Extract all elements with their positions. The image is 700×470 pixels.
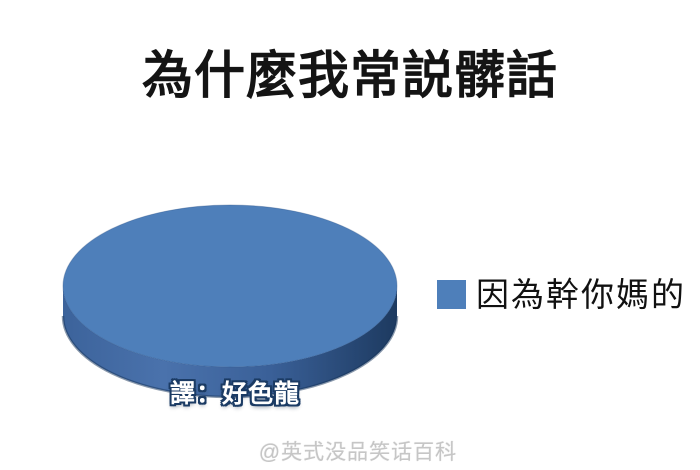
legend-swatch bbox=[437, 280, 466, 309]
translator-watermark: 譯：好色龍 bbox=[170, 374, 300, 410]
chart-title: 為什麼我常説髒話 bbox=[0, 47, 700, 106]
pie-top-face bbox=[63, 205, 397, 367]
legend-label: 因為幹你媽的 bbox=[476, 278, 686, 311]
source-watermark: @英式没品笑话百科 bbox=[8, 436, 700, 466]
legend-swatch-square bbox=[437, 280, 466, 309]
legend: 因為幹你媽的 bbox=[437, 278, 686, 311]
meme-image: 為什麼我常説髒話 因為幹你媽的 譯：好色龍 @英式没品笑话百科 bbox=[0, 0, 700, 470]
